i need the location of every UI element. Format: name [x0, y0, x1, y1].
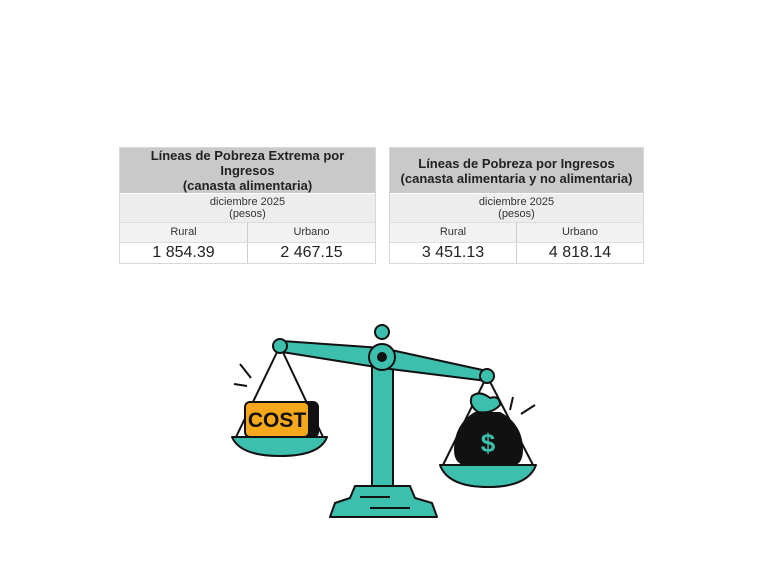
left-pan: COST	[231, 338, 328, 457]
value-urbano: 2 467.15	[247, 243, 375, 263]
value-rural: 1 854.39	[152, 244, 215, 261]
scale-base	[329, 485, 438, 518]
value-urbano: 4 818.14	[516, 243, 643, 263]
right-pan: $	[439, 368, 537, 488]
unit: (pesos)	[498, 208, 535, 220]
unit: (pesos)	[229, 208, 266, 220]
column-headers: Rural Urbano	[390, 222, 643, 242]
column-headers: Rural Urbano	[120, 222, 375, 242]
table-title: Líneas de Pobreza por Ingresos (canasta …	[390, 148, 643, 193]
col-urbano: Urbano	[247, 223, 375, 242]
scale-column	[371, 364, 394, 487]
extreme-poverty-table: Líneas de Pobreza Extrema por Ingresos (…	[119, 147, 376, 264]
table-subheader: diciembre 2025 (pesos)	[390, 193, 643, 222]
value-rural: 3 451.13	[421, 244, 485, 261]
col-urbano: Urbano	[516, 223, 643, 242]
title-line: Ingresos	[220, 163, 275, 178]
dollar-icon: $	[481, 428, 496, 458]
period: diciembre 2025	[478, 196, 555, 208]
title-line: (canasta alimentaria)	[182, 178, 313, 193]
period: diciembre 2025	[209, 196, 286, 208]
title-line: Líneas de Pobreza Extrema por	[150, 148, 345, 163]
table-row: 1 854.39 2 467.15	[120, 242, 375, 263]
top-knob	[374, 324, 390, 340]
title-line: Líneas de Pobreza por Ingresos	[418, 155, 615, 171]
cost-label: COST	[248, 409, 307, 432]
table-subheader: diciembre 2025 (pesos)	[120, 193, 375, 222]
table-title: Líneas de Pobreza Extrema por Ingresos (…	[120, 148, 375, 193]
title-line: (canasta alimentaria y no alimentaria)	[400, 170, 633, 186]
poverty-table: Líneas de Pobreza por Ingresos (canasta …	[389, 147, 644, 264]
col-rural: Rural	[439, 226, 467, 238]
col-rural: Rural	[170, 226, 197, 238]
table-row: 3 451.13 4 818.14	[390, 242, 643, 263]
